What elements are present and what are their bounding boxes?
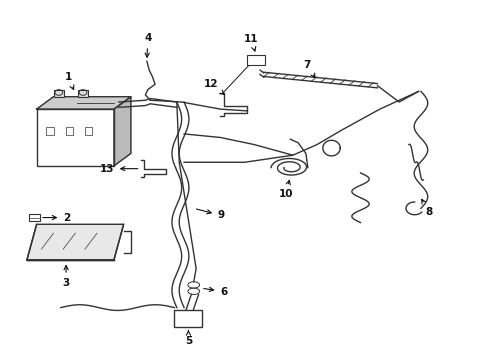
- Bar: [78, 90, 88, 98]
- Text: 13: 13: [99, 164, 138, 174]
- Bar: [46, 127, 53, 135]
- Text: 4: 4: [144, 33, 151, 57]
- Text: 1: 1: [64, 72, 74, 90]
- Text: 12: 12: [203, 79, 224, 94]
- Bar: [37, 109, 114, 166]
- Text: 2: 2: [42, 212, 70, 222]
- Bar: [65, 127, 73, 135]
- Text: 8: 8: [421, 199, 432, 217]
- Bar: [53, 90, 64, 98]
- Bar: [85, 127, 92, 135]
- Polygon shape: [37, 97, 131, 109]
- Text: 7: 7: [303, 60, 314, 78]
- Bar: [246, 55, 265, 65]
- Text: 3: 3: [62, 266, 70, 288]
- Text: 11: 11: [244, 34, 258, 51]
- Bar: [29, 215, 40, 221]
- Text: 10: 10: [278, 180, 292, 199]
- Bar: [174, 310, 202, 327]
- Text: 6: 6: [203, 287, 227, 297]
- Polygon shape: [114, 97, 131, 166]
- Text: 5: 5: [184, 330, 192, 346]
- Polygon shape: [27, 224, 123, 260]
- Text: 9: 9: [196, 209, 224, 220]
